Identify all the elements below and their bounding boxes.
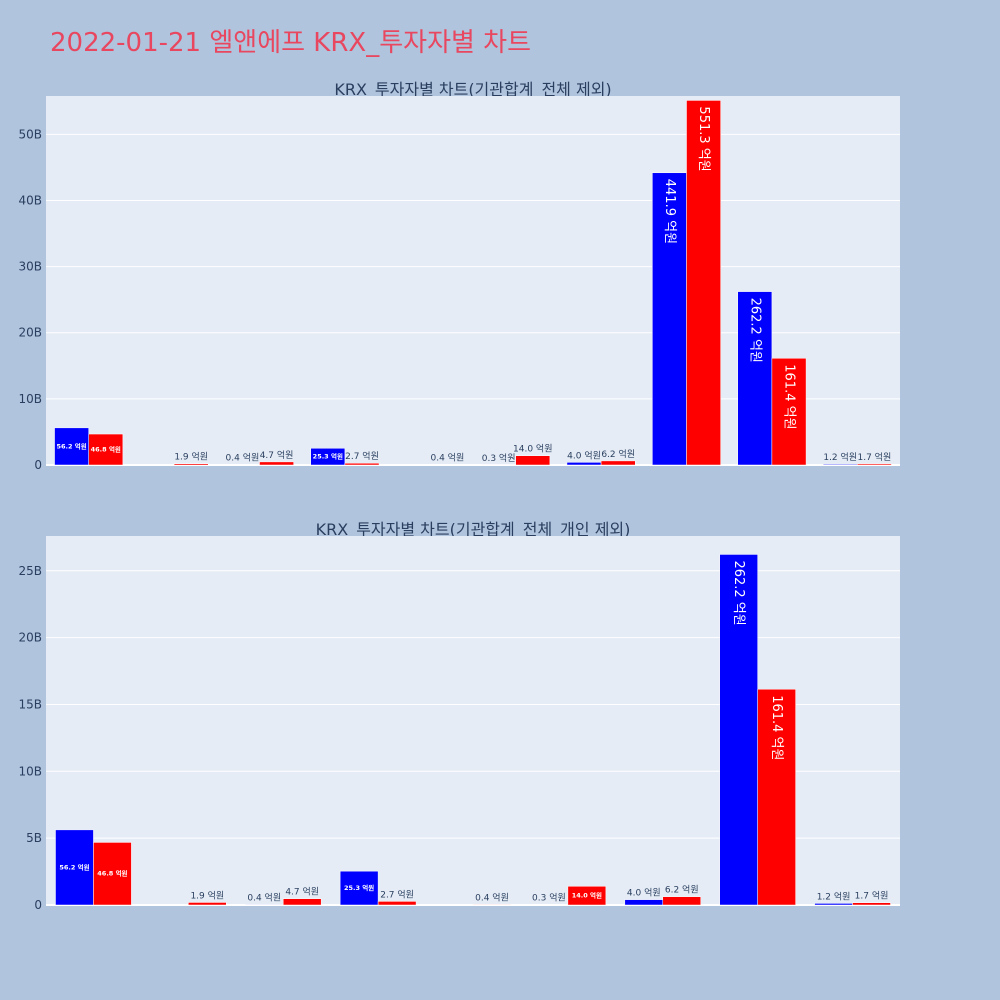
data-label: 56.2 억원 xyxy=(56,441,86,450)
data-label: 0.4 억원 xyxy=(226,452,260,464)
data-label: 4.7 억원 xyxy=(285,886,319,898)
investor-chart-all: KRX_투자자별 차트(기관합계_전체 제외) 0 10B 20B 30B 40B 50B… xyxy=(18,80,900,470)
data-label: 14.0 억원 xyxy=(513,443,552,455)
y-tick-label: 0 xyxy=(34,458,42,470)
data-label: 0.3 억원 xyxy=(482,452,516,464)
data-label: 161.4 억원 xyxy=(769,695,784,760)
bar xyxy=(567,886,607,906)
data-label: 0.4 억원 xyxy=(475,891,509,903)
bar xyxy=(472,904,512,906)
data-label: 1.7 억원 xyxy=(855,890,889,902)
data-label: 1.2 억원 xyxy=(817,890,851,902)
bar xyxy=(88,433,124,466)
y-tick-label: 40B xyxy=(18,193,42,207)
data-label: 551.3 억원 xyxy=(696,106,711,171)
bar xyxy=(624,899,664,906)
bar xyxy=(377,901,417,906)
bar xyxy=(719,554,758,906)
data-label: 1.9 억원 xyxy=(190,889,224,901)
data-label: 1.7 억원 xyxy=(858,451,892,463)
data-label: 0.4 억원 xyxy=(247,891,281,903)
bar xyxy=(662,896,701,906)
bar xyxy=(600,460,636,466)
data-label: 0.3 억원 xyxy=(532,892,566,904)
y-tick-label: 50B xyxy=(18,127,42,141)
y-tick-label: 0 xyxy=(34,898,42,910)
bar xyxy=(566,462,602,466)
data-label: 0.4 억원 xyxy=(431,452,465,464)
data-label: 25.3 억원 xyxy=(344,883,374,892)
y-tick-label: 25B xyxy=(18,564,42,578)
y-tick-label: 10B xyxy=(18,764,42,778)
data-label: 46.8 억원 xyxy=(91,445,121,454)
data-label: 6.2 억원 xyxy=(601,448,635,460)
data-label: 1.9 억원 xyxy=(174,451,208,463)
bar xyxy=(652,172,687,466)
bar xyxy=(852,902,891,906)
chart-title: KRX_투자자별 차트(기관합계_전체_개인 제외) xyxy=(316,520,631,540)
y-tick-label: 20B xyxy=(18,631,42,645)
bar xyxy=(515,455,551,466)
bar xyxy=(771,358,807,466)
bar xyxy=(259,461,294,466)
data-label: 25.3 억원 xyxy=(313,452,343,461)
investor-chart-excl-individual: KRX_투자자별 차트(기관합계_전체_개인 제외) 0 5B 10B 15B 20B 2… xyxy=(18,520,900,910)
data-label: 161.4 억원 xyxy=(781,364,796,429)
data-label: 6.2 억원 xyxy=(665,884,699,896)
y-tick-label: 15B xyxy=(18,697,42,711)
bar xyxy=(282,898,322,906)
data-label: 14.0 억원 xyxy=(572,891,602,900)
y-tick-label: 30B xyxy=(18,260,42,274)
y-tick-label: 20B xyxy=(18,326,42,340)
bar xyxy=(686,100,721,466)
y-tick-label: 10B xyxy=(18,392,42,406)
data-label: 56.2 억원 xyxy=(59,862,89,871)
bar xyxy=(188,902,227,906)
data-label: 262.2 억원 xyxy=(747,298,762,363)
data-label: 2.7 억원 xyxy=(380,888,414,900)
data-label: 46.8 억원 xyxy=(97,869,127,878)
data-label: 441.9 억원 xyxy=(662,179,677,244)
bar xyxy=(822,463,858,466)
bar xyxy=(344,462,380,466)
bar xyxy=(173,463,209,466)
bar xyxy=(245,904,284,906)
bar xyxy=(93,842,132,906)
bar xyxy=(814,903,853,906)
data-label: 262.2 억원 xyxy=(731,560,746,625)
page-title: 2022-01-21 엘앤에프 KRX_투자자별 차트 xyxy=(50,28,532,58)
data-label: 4.0 억원 xyxy=(627,887,661,899)
bar xyxy=(737,291,773,466)
chart-title: KRX_투자자별 차트(기관합계_전체 제외) xyxy=(334,80,611,100)
bar xyxy=(857,463,892,466)
data-label: 1.2 억원 xyxy=(823,451,857,463)
bar xyxy=(55,829,94,906)
bar xyxy=(339,870,379,906)
y-tick-label: 5B xyxy=(26,831,42,845)
bar xyxy=(54,427,89,466)
data-label: 4.0 억원 xyxy=(567,449,601,461)
bar xyxy=(757,688,796,906)
bar xyxy=(310,448,346,466)
data-label: 2.7 억원 xyxy=(345,450,379,462)
data-label: 4.7 억원 xyxy=(260,449,294,461)
